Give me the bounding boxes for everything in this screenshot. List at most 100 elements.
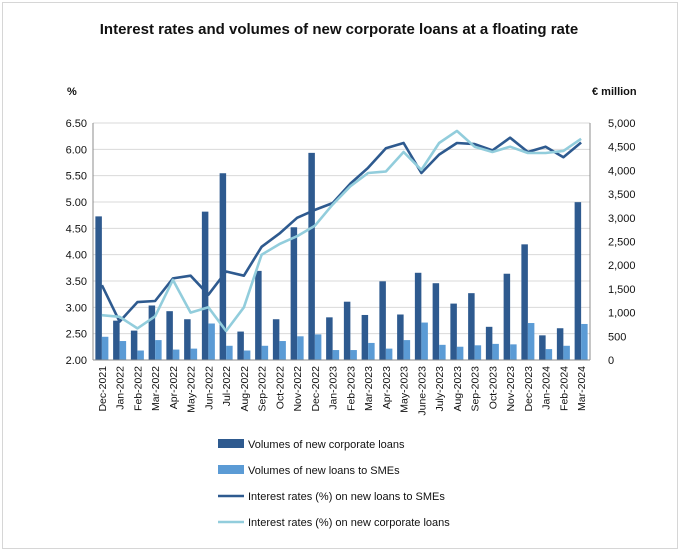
bar	[468, 293, 475, 360]
right-axis-tick-label: 4,000	[608, 165, 636, 177]
bar	[421, 322, 428, 360]
bar	[184, 319, 191, 360]
right-axis-tick-label: 4,500	[608, 142, 636, 154]
x-axis-tick-label: Mar-2023	[363, 366, 375, 411]
bar	[119, 341, 127, 360]
x-axis-tick-label: Dec-2023	[523, 366, 535, 412]
bar	[137, 350, 144, 360]
bar	[456, 346, 464, 360]
legend-swatch	[218, 439, 244, 448]
bar	[95, 216, 102, 360]
bar	[350, 350, 357, 360]
x-axis-tick-label: Oct-2023	[487, 366, 499, 409]
left-axis-unit: %	[67, 86, 77, 98]
x-axis-tick-label: Nov-2022	[292, 366, 304, 412]
right-axis-tick-label: 0	[608, 355, 614, 367]
bar	[521, 244, 528, 360]
bar	[510, 344, 517, 360]
axes: 2.00 2.50 3.00 3.50 4.00 4.50 5.00 5.50 6.00 6.50…	[66, 118, 636, 416]
bar	[385, 348, 393, 360]
bar	[297, 336, 304, 360]
bar	[556, 328, 564, 360]
bar	[503, 273, 511, 360]
bar	[527, 323, 535, 360]
bar	[237, 331, 244, 360]
bar	[379, 281, 386, 360]
left-axis-tick-label: 3.50	[66, 276, 87, 288]
bar	[539, 335, 546, 360]
legend-swatch	[218, 465, 244, 474]
x-axis-tick-label: Jan-2023	[328, 366, 340, 410]
bar	[332, 350, 340, 360]
bar	[343, 301, 351, 360]
bar	[130, 330, 138, 360]
bar	[113, 320, 120, 360]
right-axis-tick-label: 1,500	[608, 284, 636, 296]
chart-title: Interest rates and volumes of new corpor…	[100, 21, 578, 38]
bar	[219, 173, 227, 360]
bar	[485, 326, 493, 360]
right-axis-tick-label: 5,000	[608, 118, 636, 130]
x-axis-tick-label: Dec-2021	[97, 366, 109, 412]
bar	[243, 350, 251, 360]
bar	[208, 323, 215, 360]
bar	[201, 211, 209, 360]
bar	[290, 227, 298, 360]
bar	[261, 345, 269, 360]
legend-label: Interest rates (%) on new corporate loan…	[248, 517, 450, 529]
bar	[474, 345, 482, 360]
bar	[190, 348, 198, 360]
right-axis-tick-label: 500	[608, 331, 626, 343]
bar	[155, 340, 162, 360]
bar	[545, 349, 553, 360]
bar	[439, 344, 446, 360]
legend-label: Volumes of new loans to SMEs	[248, 465, 400, 477]
bar	[314, 334, 322, 360]
bar	[308, 152, 315, 360]
legend-label: Volumes of new corporate loans	[248, 439, 405, 451]
right-axis-tick-label: 2,000	[608, 260, 636, 272]
bar-series	[95, 152, 588, 360]
bar	[279, 341, 286, 360]
right-axis-tick-label: 2,500	[608, 237, 636, 249]
right-axis-unit: € million	[592, 86, 637, 98]
x-axis-tick-label: Nov-2023	[505, 366, 517, 412]
x-axis-tick-label: Sep-2022	[257, 366, 269, 412]
x-axis-tick-label: July-2023	[434, 366, 446, 412]
right-axis-tick-label: 3,000	[608, 213, 636, 225]
x-axis-tick-label: Aug-2022	[239, 366, 251, 412]
series-line	[100, 136, 582, 323]
x-axis-tick-label: Sep-2023	[470, 366, 482, 412]
left-axis-tick-label: 2.50	[66, 329, 87, 341]
bar	[361, 314, 369, 360]
bar	[581, 323, 588, 360]
x-axis-tick-label: Aug-2023	[452, 366, 464, 412]
x-axis-tick-label: Jan-2024	[541, 366, 553, 410]
bar	[101, 336, 109, 360]
legend: Volumes of new corporate loans Volumes of…	[218, 439, 450, 529]
bar	[272, 319, 280, 360]
x-axis-tick-label: Feb-2023	[345, 366, 357, 411]
x-axis-tick-label: Mar-2022	[150, 366, 162, 411]
x-axis-tick-label: Jul-2022	[221, 366, 233, 406]
bar	[326, 317, 333, 360]
x-axis-tick-label: Feb-2024	[558, 366, 570, 411]
x-axis-tick-label: Apr-2022	[168, 366, 180, 409]
x-axis-tick-label: Mar-2024	[576, 366, 588, 411]
x-axis-tick-label: Dec-2022	[310, 366, 322, 412]
legend-label: Interest rates (%) on new loans to SMEs	[248, 491, 445, 503]
line-series	[100, 129, 582, 333]
left-axis-tick-label: 2.00	[66, 355, 87, 367]
left-axis-tick-label: 5.50	[66, 171, 87, 183]
left-axis-tick-label: 3.00	[66, 302, 87, 314]
x-axis-tick-label: Jun-2022	[203, 366, 215, 410]
left-axis-tick-label: 4.00	[66, 250, 87, 262]
left-axis-tick-label: 5.00	[66, 197, 87, 209]
bar	[148, 305, 156, 360]
bar	[563, 345, 570, 360]
x-axis-tick-label: June-2023	[416, 366, 428, 416]
left-axis-tick-label: 4.50	[66, 223, 87, 235]
bar	[492, 343, 499, 360]
